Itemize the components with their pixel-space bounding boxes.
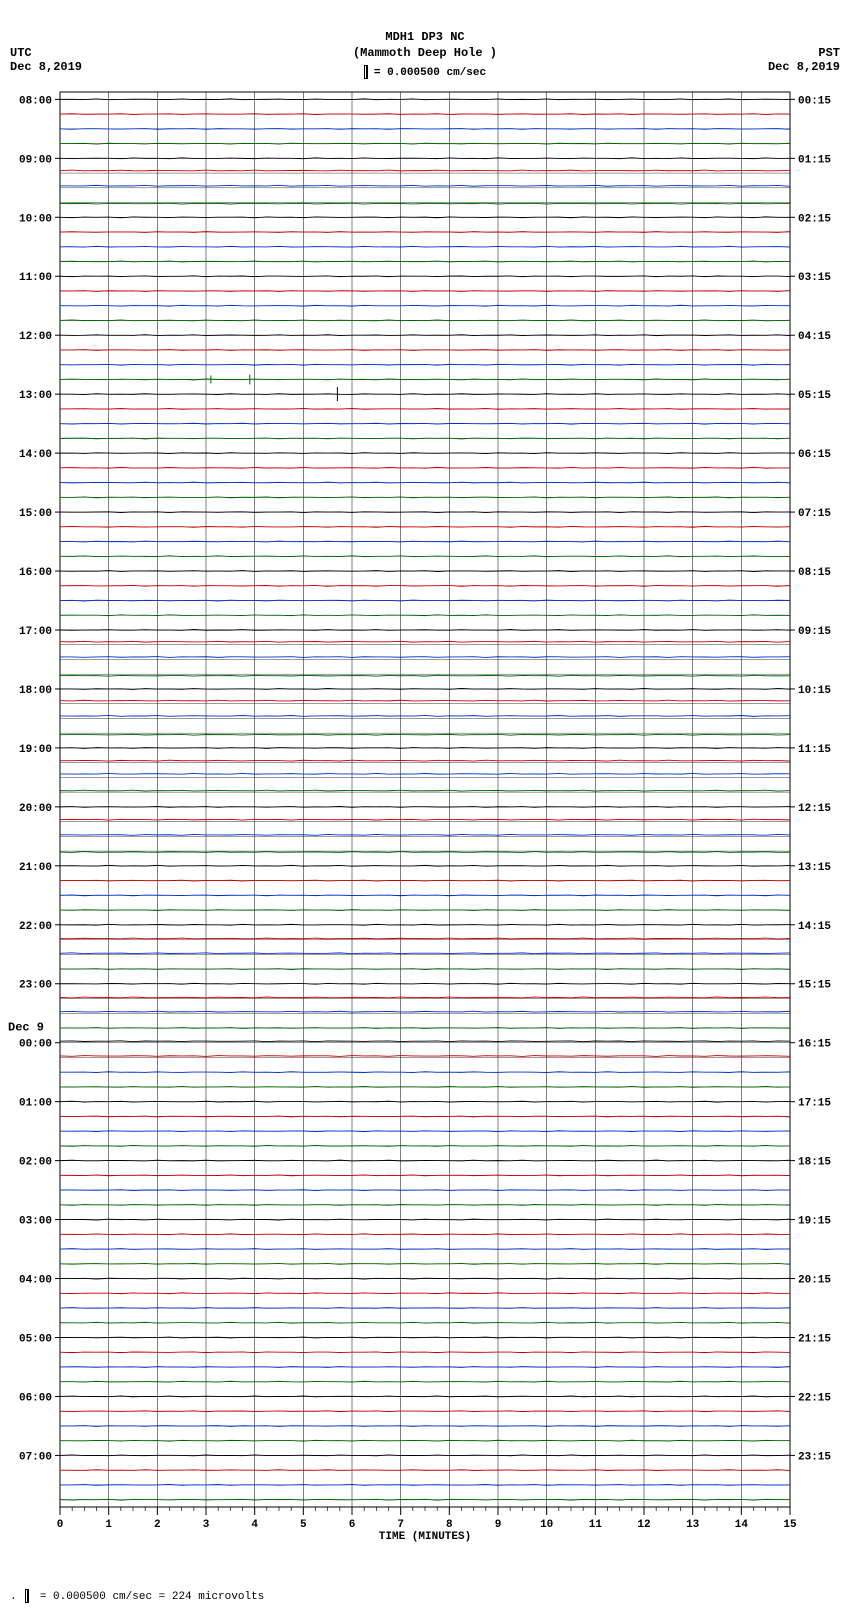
right-date: Dec 8,2019 [768,60,840,74]
svg-text:12:15: 12:15 [798,803,831,815]
svg-text:02:00: 02:00 [19,1157,52,1169]
svg-text:04:00: 04:00 [19,1275,52,1287]
svg-text:03:15: 03:15 [798,272,831,284]
svg-text:01:00: 01:00 [19,1098,52,1110]
station-name: (Mammoth Deep Hole ) [0,46,850,62]
svg-text:22:15: 22:15 [798,1392,831,1404]
svg-text:07:15: 07:15 [798,508,831,520]
svg-text:23:15: 23:15 [798,1451,831,1463]
svg-text:09:15: 09:15 [798,626,831,638]
plot-area: 08:0009:0010:0011:0012:0013:0014:0015:00… [60,92,790,1543]
svg-text:20:15: 20:15 [798,1275,831,1287]
svg-text:3: 3 [203,1519,210,1531]
svg-text:23:00: 23:00 [19,980,52,992]
svg-text:2: 2 [154,1519,161,1531]
svg-text:01:15: 01:15 [798,154,831,166]
svg-text:13:15: 13:15 [798,862,831,874]
footer-prefix: . [10,1591,17,1603]
svg-text:02:15: 02:15 [798,213,831,225]
svg-text:21:15: 21:15 [798,1333,831,1345]
svg-text:9: 9 [495,1519,502,1531]
scale-bar-icon [364,65,368,79]
header-left: UTC Dec 8,2019 [10,46,82,74]
svg-text:14:00: 14:00 [19,449,52,461]
svg-text:05:15: 05:15 [798,390,831,402]
svg-text:15:00: 15:00 [19,508,52,520]
svg-text:12:00: 12:00 [19,331,52,343]
svg-text:10:15: 10:15 [798,685,831,697]
header: MDH1 DP3 NC (Mammoth Deep Hole ) = 0.000… [0,30,850,80]
svg-text:06:15: 06:15 [798,449,831,461]
svg-text:11:15: 11:15 [798,744,831,756]
svg-text:0: 0 [57,1519,64,1531]
svg-text:21:00: 21:00 [19,862,52,874]
svg-text:4: 4 [251,1519,258,1531]
svg-text:17:00: 17:00 [19,626,52,638]
svg-text:08:15: 08:15 [798,567,831,579]
svg-text:13:00: 13:00 [19,390,52,402]
right-tz: PST [768,46,840,60]
svg-text:5: 5 [300,1519,307,1531]
svg-text:03:00: 03:00 [19,1216,52,1228]
footer: . = 0.000500 cm/sec = 224 microvolts [10,1589,264,1603]
left-date: Dec 8,2019 [10,60,82,74]
svg-text:13: 13 [686,1519,700,1531]
svg-text:06:00: 06:00 [19,1392,52,1404]
svg-text:11:00: 11:00 [19,272,52,284]
svg-text:17:15: 17:15 [798,1098,831,1110]
svg-text:Dec 9: Dec 9 [8,1021,44,1035]
svg-text:6: 6 [349,1519,356,1531]
svg-text:05:00: 05:00 [19,1333,52,1345]
svg-text:14: 14 [735,1519,749,1531]
svg-text:TIME (MINUTES): TIME (MINUTES) [379,1531,471,1543]
svg-text:18:15: 18:15 [798,1157,831,1169]
svg-text:18:00: 18:00 [19,685,52,697]
svg-text:00:15: 00:15 [798,95,831,107]
footer-text: = 0.000500 cm/sec = 224 microvolts [40,1591,264,1603]
svg-text:12: 12 [637,1519,650,1531]
footer-scale-bar-icon [25,1589,29,1603]
svg-text:07:00: 07:00 [19,1451,52,1463]
left-tz: UTC [10,46,82,60]
svg-text:10:00: 10:00 [19,213,52,225]
station-code: MDH1 DP3 NC [0,30,850,46]
svg-text:15:15: 15:15 [798,980,831,992]
svg-text:19:15: 19:15 [798,1216,831,1228]
svg-text:22:00: 22:00 [19,921,52,933]
svg-text:8: 8 [446,1519,453,1531]
svg-text:20:00: 20:00 [19,803,52,815]
header-right: PST Dec 8,2019 [768,46,840,74]
helicorder-plot: 08:0009:0010:0011:0012:0013:0014:0015:00… [60,92,790,1543]
svg-text:08:00: 08:00 [19,95,52,107]
svg-text:16:15: 16:15 [798,1039,831,1051]
svg-text:14:15: 14:15 [798,921,831,933]
svg-text:09:00: 09:00 [19,154,52,166]
svg-text:10: 10 [540,1519,553,1531]
svg-text:19:00: 19:00 [19,744,52,756]
svg-text:11: 11 [589,1519,603,1531]
svg-text:7: 7 [397,1519,404,1531]
svg-text:00:00: 00:00 [19,1039,52,1051]
svg-text:15: 15 [783,1519,797,1531]
scale-note: = 0.000500 cm/sec [0,65,850,80]
svg-text:16:00: 16:00 [19,567,52,579]
svg-text:1: 1 [105,1519,112,1531]
svg-text:04:15: 04:15 [798,331,831,343]
